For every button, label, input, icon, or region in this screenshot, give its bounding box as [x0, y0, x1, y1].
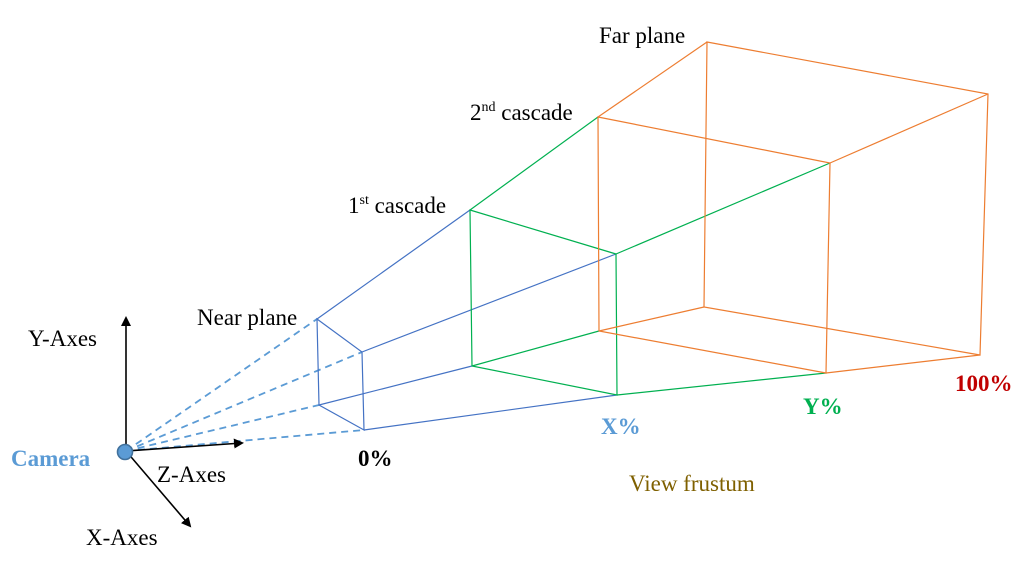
- far-plane-edges: [597, 41, 989, 374]
- first-cascade-edge-top-left: [316, 209, 471, 320]
- near-plane: [316, 317, 365, 432]
- first-cascade-number: 1: [348, 193, 360, 218]
- z-axes-label: Z-Axes: [157, 462, 226, 487]
- axes: [121, 316, 244, 528]
- far-plane-edge-bottom-left: [598, 306, 705, 332]
- second-cascade-edge-top-right: [615, 162, 831, 255]
- second-cascade-edge-top-left: [469, 116, 599, 211]
- view-frustum-label: View frustum: [629, 471, 755, 496]
- second-cascade-number: 2: [470, 100, 482, 125]
- near-plane-label: Near plane: [197, 305, 297, 330]
- zero-percent-label: 0%: [358, 446, 393, 471]
- far-plane-edge-bottom-right: [825, 354, 981, 374]
- camera-point: [116, 443, 134, 461]
- camera-ray-bottom-left: [125, 404, 320, 452]
- second-cascade-edges: [469, 116, 831, 396]
- y-axes-label: Y-Axes: [28, 326, 97, 351]
- x-axis-arrow: [125, 450, 192, 528]
- second-cascade-label: 2nd cascade: [470, 100, 573, 125]
- first-cascade-edge-top-right: [361, 253, 617, 353]
- second-cascade-edge-bottom-left: [471, 330, 600, 367]
- y-percent-label: Y%: [803, 394, 843, 419]
- camera-label: Camera: [11, 446, 91, 471]
- x-axes-label: X-Axes: [86, 525, 158, 550]
- second-cascade-text: cascade: [496, 100, 573, 125]
- z-axis-arrow: [125, 438, 244, 452]
- first-cascade-edges: [316, 209, 618, 431]
- camera-ray-top-right: [125, 351, 363, 452]
- far-plane-edge-top-left: [597, 41, 708, 118]
- first-cascade-superscript: st: [360, 193, 369, 208]
- camera-ray-top-left: [125, 318, 318, 452]
- camera-rays: [125, 318, 365, 452]
- hundred-percent-label: 100%: [955, 371, 1013, 396]
- x-percent-label: X%: [601, 414, 641, 439]
- second-cascade-edge-bottom-right: [616, 372, 827, 396]
- first-cascade-label: 1st cascade: [348, 193, 446, 218]
- first-cascade-edge-bottom-right: [363, 394, 618, 431]
- first-cascade-plane: [469, 209, 618, 396]
- far-plane-edge-top-right: [829, 93, 989, 164]
- second-cascade-superscript: nd: [482, 100, 496, 115]
- far-plane-label: Far plane: [599, 23, 685, 48]
- second-cascade-plane: [597, 116, 831, 374]
- first-cascade-text: cascade: [369, 193, 446, 218]
- first-cascade-edge-bottom-left: [318, 365, 473, 406]
